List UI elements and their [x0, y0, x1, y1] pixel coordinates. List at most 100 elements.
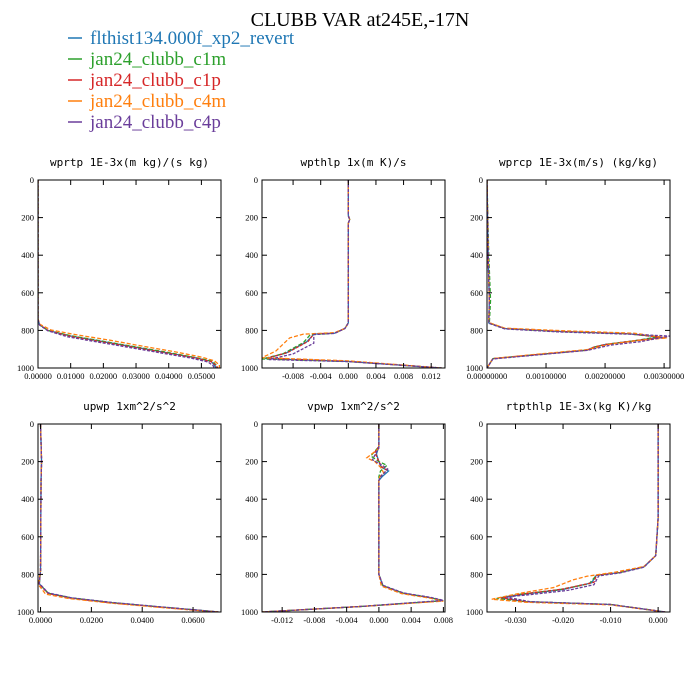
legend-label: jan24_clubb_c4m [89, 91, 226, 112]
figure-title: CLUBB VAR at245E,-17N [251, 9, 470, 31]
y-tick-label: 1000 [466, 607, 483, 617]
y-tick-label: 200 [21, 457, 34, 467]
panel: wprtp 1E-3x(m kg)/(s kg) 0 200 400 600 800 100… [17, 156, 222, 381]
x-tick-label: 0.01000 [57, 371, 85, 381]
y-tick-label: 1000 [466, 363, 483, 373]
x-tick-label: 0.02000 [90, 371, 118, 381]
y-tick-label: 800 [21, 569, 34, 579]
x-tick-label: -0.008 [282, 371, 304, 381]
panel: wprcp 1E-3x(m/s) (kg/kg) 0 200 400 600 800 100… [466, 156, 684, 381]
panel-title: vpwp 1xm^2/s^2 [307, 400, 400, 413]
series-line [262, 424, 444, 612]
legend-label: jan24_clubb_c1p [89, 70, 221, 91]
legend-label: jan24_clubb_c4p [89, 112, 221, 133]
y-tick-label: 1000 [241, 363, 258, 373]
panel: wpthlp 1x(m K)/s 0 200 400 600 800 1000 -0.008-… [241, 156, 446, 381]
x-tick-label: -0.004 [336, 615, 359, 625]
x-tick-label: -0.008 [303, 615, 325, 625]
x-tick-label: 0.0600 [181, 615, 204, 625]
y-tick-label: 600 [21, 288, 34, 298]
panel-title: wprtp 1E-3x(m kg)/(s kg) [50, 156, 209, 169]
y-tick-label: 400 [21, 250, 34, 260]
panel-title: upwp 1xm^2/s^2 [83, 400, 176, 413]
y-tick-label: 600 [470, 532, 483, 542]
y-tick-label: 400 [470, 494, 483, 504]
x-tick-label: 0.004 [366, 371, 386, 381]
y-tick-label: 0 [254, 419, 258, 429]
series-group [262, 180, 442, 368]
x-tick-label: -0.010 [600, 615, 622, 625]
x-tick-label: 0.00000000 [467, 371, 507, 381]
y-tick-label: 800 [21, 325, 34, 335]
x-tick-label: -0.020 [552, 615, 574, 625]
series-line [38, 424, 219, 612]
x-tick-label: 0.012 [422, 371, 441, 381]
series-line [266, 180, 442, 368]
panel: rtpthlp 1E-3x(kg K)/kg 0 200 400 600 800 1000 -… [466, 400, 671, 625]
x-tick-label: 0.00000 [24, 371, 52, 381]
y-tick-label: 200 [470, 213, 483, 223]
series-line [38, 424, 219, 612]
y-tick-label: 200 [245, 457, 258, 467]
legend-label: flthist134.000f_xp2_revert [90, 28, 295, 49]
plot-frame [486, 423, 671, 613]
series-line [501, 424, 666, 612]
y-tick-label: 600 [470, 288, 483, 298]
plot-frame [261, 423, 446, 613]
panel: vpwp 1xm^2/s^2 0 200 400 600 800 1000 -0.012 -0.… [241, 400, 453, 625]
y-tick-label: 1000 [17, 607, 34, 617]
series-line [487, 180, 662, 368]
series-line [38, 180, 221, 368]
series-line [262, 180, 442, 368]
series-line [487, 180, 670, 368]
series-line [38, 180, 219, 368]
series-line [262, 424, 444, 612]
series-line [262, 424, 444, 612]
series-group [38, 424, 219, 612]
series-group [38, 180, 221, 368]
y-tick-label: 600 [245, 288, 258, 298]
y-tick-label: 800 [470, 325, 483, 335]
y-tick-label: 200 [470, 457, 483, 467]
series-line [505, 424, 666, 612]
series-line [268, 180, 442, 368]
series-line [487, 180, 668, 368]
x-tick-label: 0.000 [649, 615, 668, 625]
panel: upwp 1xm^2/s^2 0 200 400 600 800 10000.0000 0.0… [17, 400, 222, 625]
x-tick-label: 0.05000 [188, 371, 216, 381]
y-tick-label: 400 [470, 250, 483, 260]
series-line [38, 180, 217, 368]
y-tick-label: 0 [479, 419, 483, 429]
x-tick-label: 0.00100000 [526, 371, 566, 381]
x-tick-label: 0.008 [434, 615, 453, 625]
panel-title: wpthlp 1x(m K)/s [301, 156, 407, 169]
panel-title: wprcp 1E-3x(m/s) (kg/kg) [499, 156, 658, 169]
x-tick-label: 0.004 [402, 615, 422, 625]
legend-label: jan24_clubb_c1m [89, 49, 226, 70]
y-tick-label: 0 [479, 175, 483, 185]
y-tick-label: 400 [21, 494, 34, 504]
x-tick-label: 0.008 [394, 371, 413, 381]
x-tick-label: 0.00200000 [585, 371, 625, 381]
x-tick-label: -0.012 [271, 615, 293, 625]
x-tick-label: 0.0400 [131, 615, 154, 625]
legend: flthist134.000f_xp2_revertjan24_clubb_c1… [68, 28, 295, 133]
series-line [262, 424, 444, 612]
y-tick-label: 0 [254, 175, 258, 185]
x-tick-label: 0.03000 [122, 371, 150, 381]
y-tick-label: 200 [245, 213, 258, 223]
panels: wprtp 1E-3x(m kg)/(s kg) 0 200 400 600 800 100… [17, 156, 684, 625]
x-tick-label: 0.0000 [29, 615, 52, 625]
series-line [38, 180, 219, 368]
x-tick-label: 0.0200 [80, 615, 103, 625]
y-tick-label: 400 [245, 494, 258, 504]
y-tick-label: 600 [21, 532, 34, 542]
y-tick-label: 1000 [241, 607, 258, 617]
x-tick-label: -0.004 [310, 371, 333, 381]
series-group [262, 424, 444, 612]
plot-frame [37, 179, 222, 369]
series-line [501, 424, 666, 612]
y-tick-label: 800 [470, 569, 483, 579]
x-tick-label: 0.000 [369, 615, 388, 625]
